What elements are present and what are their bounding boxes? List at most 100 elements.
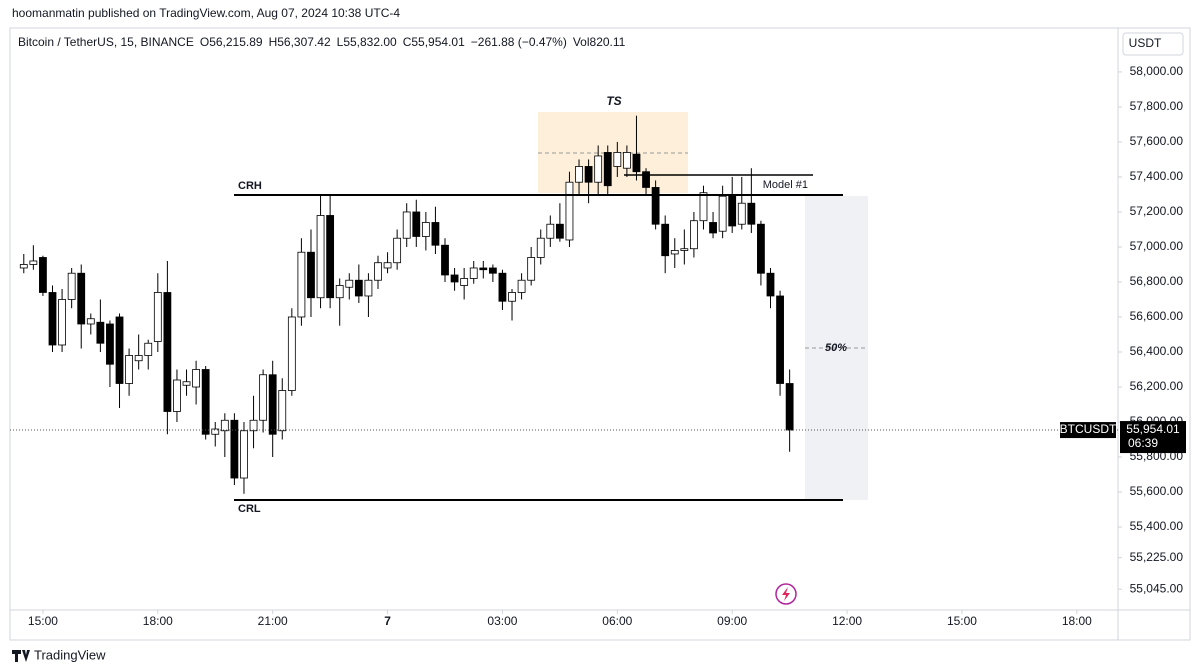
y-tick-label: 57,000.00 (1130, 239, 1184, 253)
x-tick-label: 7 (384, 614, 391, 628)
model-label: Model #1 (763, 179, 808, 191)
crh-label: CRH (238, 180, 262, 192)
candle-body (48, 292, 57, 346)
footer-logo (12, 650, 30, 662)
candle-body (690, 220, 698, 250)
candle-body (230, 419, 239, 479)
candle-body (192, 369, 201, 388)
y-tick-label: 56,400.00 (1130, 344, 1184, 358)
candle-body (632, 153, 641, 173)
x-tick-label: 15:00 (947, 614, 977, 628)
symbol-tag-label: BTCUSDT (1060, 422, 1117, 436)
candle-body (469, 267, 478, 279)
candle-body (450, 274, 459, 283)
legend-item: −261.88 (−0.47%) (471, 35, 567, 49)
crl-label: CRL (238, 503, 261, 515)
symbol-tag (1060, 422, 1116, 439)
candle-body (488, 267, 497, 274)
candle-body (268, 374, 277, 435)
candle-body (278, 390, 287, 432)
x-tick-label: 15:00 (28, 614, 58, 628)
y-tick-label: 57,400.00 (1130, 169, 1184, 183)
candle-body (115, 316, 124, 384)
candle-body (699, 192, 708, 222)
candle-body (326, 215, 335, 299)
frame (9, 27, 1191, 641)
x-tick-label: 18:00 (1062, 614, 1092, 628)
candle-body (354, 279, 363, 297)
candle-body (642, 171, 650, 188)
candle-body (747, 202, 756, 225)
x-tick-label: 06:00 (602, 614, 632, 628)
candle-body (757, 223, 765, 274)
candle-body (508, 292, 516, 302)
legend-item: L55,832.00 (337, 35, 397, 49)
candle-body (402, 211, 411, 239)
candle-body (393, 237, 402, 264)
candle-body (584, 166, 593, 183)
candle-body (259, 374, 268, 421)
candle-body (77, 272, 86, 325)
candle-body (680, 248, 689, 251)
candle-body (527, 257, 536, 281)
y-tick-label: 56,600.00 (1130, 309, 1184, 323)
candle-body (603, 152, 612, 187)
candle-body (134, 355, 143, 362)
legend-item: H56,307.42 (269, 35, 331, 49)
candle-body (173, 379, 181, 412)
y-tick-label: 55,045.00 (1130, 581, 1184, 595)
price-tag-label: 55,954.01 (1126, 422, 1180, 436)
candle-body (86, 318, 95, 325)
candle-body (220, 419, 229, 432)
candle-body (718, 195, 727, 232)
candle-body (67, 272, 76, 300)
candle-body (153, 292, 162, 342)
candle-body (670, 250, 679, 255)
candle-body (431, 222, 440, 246)
legend: Bitcoin / TetherUS, 15, BINANCE O56,215.8… (18, 35, 626, 49)
y-tick-label: 58,000.00 (1130, 64, 1184, 78)
candle-body (498, 272, 507, 302)
candle-body (383, 262, 392, 269)
currency[interactable]: USDT (1129, 36, 1162, 50)
candle-body (316, 215, 325, 299)
candle-body (307, 251, 315, 299)
candle-body (555, 223, 564, 239)
candle-body (785, 383, 794, 431)
candle-body (737, 202, 746, 225)
candle-body (728, 194, 737, 227)
legend-symbol: Bitcoin / TetherUS, 15, BINANCE (18, 35, 194, 49)
legend-item: C55,954.01 (403, 35, 465, 49)
y-tick-label: 56,800.00 (1130, 274, 1184, 288)
candle-body (211, 428, 220, 435)
candle-body (125, 355, 133, 384)
candle-body (297, 251, 306, 318)
candle-body (345, 279, 354, 288)
candle-body (249, 419, 258, 432)
candle-body (613, 152, 622, 167)
candle-body (412, 211, 421, 237)
currency-button[interactable] (1122, 32, 1184, 56)
candle-body (622, 152, 631, 169)
x-tick-label: 21:00 (258, 614, 288, 628)
candle-body (651, 187, 660, 225)
y-tick-label: 55,225.00 (1130, 550, 1184, 564)
candle-body (39, 257, 47, 293)
fib-label: 50% (825, 342, 847, 354)
candle-body (29, 260, 38, 265)
candle-body (106, 323, 114, 365)
candle-body (144, 342, 153, 356)
candle-body (201, 369, 210, 435)
candle-body (19, 264, 28, 269)
y-tick-label: 57,800.00 (1130, 99, 1184, 113)
candle-body (441, 244, 449, 276)
candle-body (565, 181, 574, 241)
candle-body (766, 272, 775, 297)
legend-item: O56,215.89 (200, 35, 263, 49)
candle-body (58, 299, 66, 346)
y-tick-label: 55,400.00 (1130, 519, 1184, 533)
candle-body (460, 278, 469, 286)
candle-body (163, 292, 172, 412)
